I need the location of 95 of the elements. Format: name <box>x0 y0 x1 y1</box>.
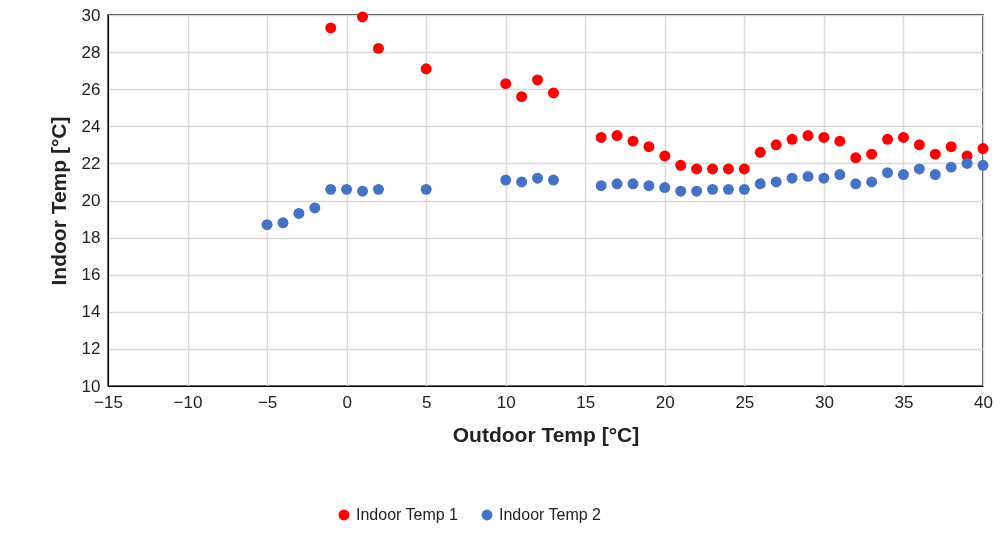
point <box>325 22 337 34</box>
point <box>643 141 655 153</box>
point <box>707 183 719 195</box>
y-tick-label: 30 <box>81 5 101 25</box>
point <box>913 163 925 175</box>
point <box>293 208 305 219</box>
point <box>372 183 384 195</box>
x-tick-label: 40 <box>974 392 993 412</box>
point <box>977 159 989 171</box>
point <box>929 148 941 160</box>
point <box>627 178 639 190</box>
point <box>945 141 957 153</box>
point <box>277 217 289 229</box>
point <box>802 170 814 182</box>
point <box>532 74 544 86</box>
point <box>675 159 687 171</box>
x-tick-label: 35 <box>894 392 914 412</box>
x-tick-label: −5 <box>257 392 278 412</box>
point <box>420 183 432 195</box>
point <box>786 133 798 145</box>
point <box>595 131 607 143</box>
y-tick-label: 18 <box>81 228 101 248</box>
point <box>722 163 734 175</box>
point <box>850 152 862 164</box>
point <box>929 169 941 180</box>
point <box>866 148 878 160</box>
point <box>961 157 973 169</box>
point <box>754 146 766 158</box>
y-tick-label: 12 <box>81 339 101 359</box>
x-tick-label: −10 <box>173 392 203 412</box>
point <box>547 87 559 99</box>
x-tick-label: 5 <box>421 392 432 412</box>
point <box>691 185 703 197</box>
point <box>707 163 719 175</box>
x-tick-label: 30 <box>814 392 834 412</box>
point <box>627 135 639 147</box>
point <box>500 78 512 90</box>
point <box>309 202 321 214</box>
point <box>516 91 528 103</box>
point <box>261 219 273 231</box>
point <box>738 163 750 175</box>
point <box>341 183 353 195</box>
point <box>659 150 671 162</box>
point <box>722 183 734 195</box>
point <box>754 178 766 190</box>
point <box>882 133 894 145</box>
point <box>818 131 830 143</box>
x-tick-label: 15 <box>576 392 596 412</box>
point <box>882 167 894 179</box>
y-tick-label: 14 <box>81 302 101 322</box>
point <box>977 143 989 155</box>
point <box>643 180 655 192</box>
point <box>834 169 846 180</box>
point <box>675 185 687 197</box>
legend-label: Indoor Temp 2 <box>499 506 602 523</box>
x-tick-label: 0 <box>342 392 352 412</box>
point <box>611 130 623 142</box>
x-axis-title: Outdoor Temp [°C] <box>452 422 640 446</box>
point <box>691 163 703 175</box>
point <box>945 161 957 173</box>
point <box>516 176 528 188</box>
point <box>897 169 909 180</box>
y-axis-title: Indoor Temp [°C] <box>46 116 70 286</box>
y-tick-label: 24 <box>81 116 101 136</box>
point <box>897 131 909 143</box>
point <box>325 183 337 195</box>
point <box>532 172 544 184</box>
legend-label: Indoor Temp 1 <box>356 506 459 523</box>
point <box>611 178 623 190</box>
y-tick-label: 28 <box>81 42 101 62</box>
point <box>500 174 512 186</box>
point <box>770 176 782 188</box>
point <box>786 172 798 184</box>
y-tick-label: 20 <box>81 191 101 210</box>
point <box>834 135 846 147</box>
point <box>547 174 559 186</box>
point <box>420 63 432 75</box>
point <box>802 130 814 142</box>
point <box>818 172 830 184</box>
point <box>738 183 750 195</box>
y-tick-label: 26 <box>81 79 101 99</box>
point <box>850 178 862 190</box>
x-tick-label: 25 <box>735 392 755 412</box>
point <box>372 42 384 54</box>
y-tick-label: 16 <box>81 265 101 285</box>
point <box>595 180 607 192</box>
point <box>770 139 782 151</box>
x-tick-label: 10 <box>496 392 516 412</box>
point <box>357 11 369 23</box>
point <box>659 182 671 193</box>
point <box>913 139 925 151</box>
point <box>866 176 878 188</box>
y-tick-label: 22 <box>81 153 101 173</box>
point <box>357 185 369 197</box>
x-tick-label: 20 <box>655 392 675 412</box>
